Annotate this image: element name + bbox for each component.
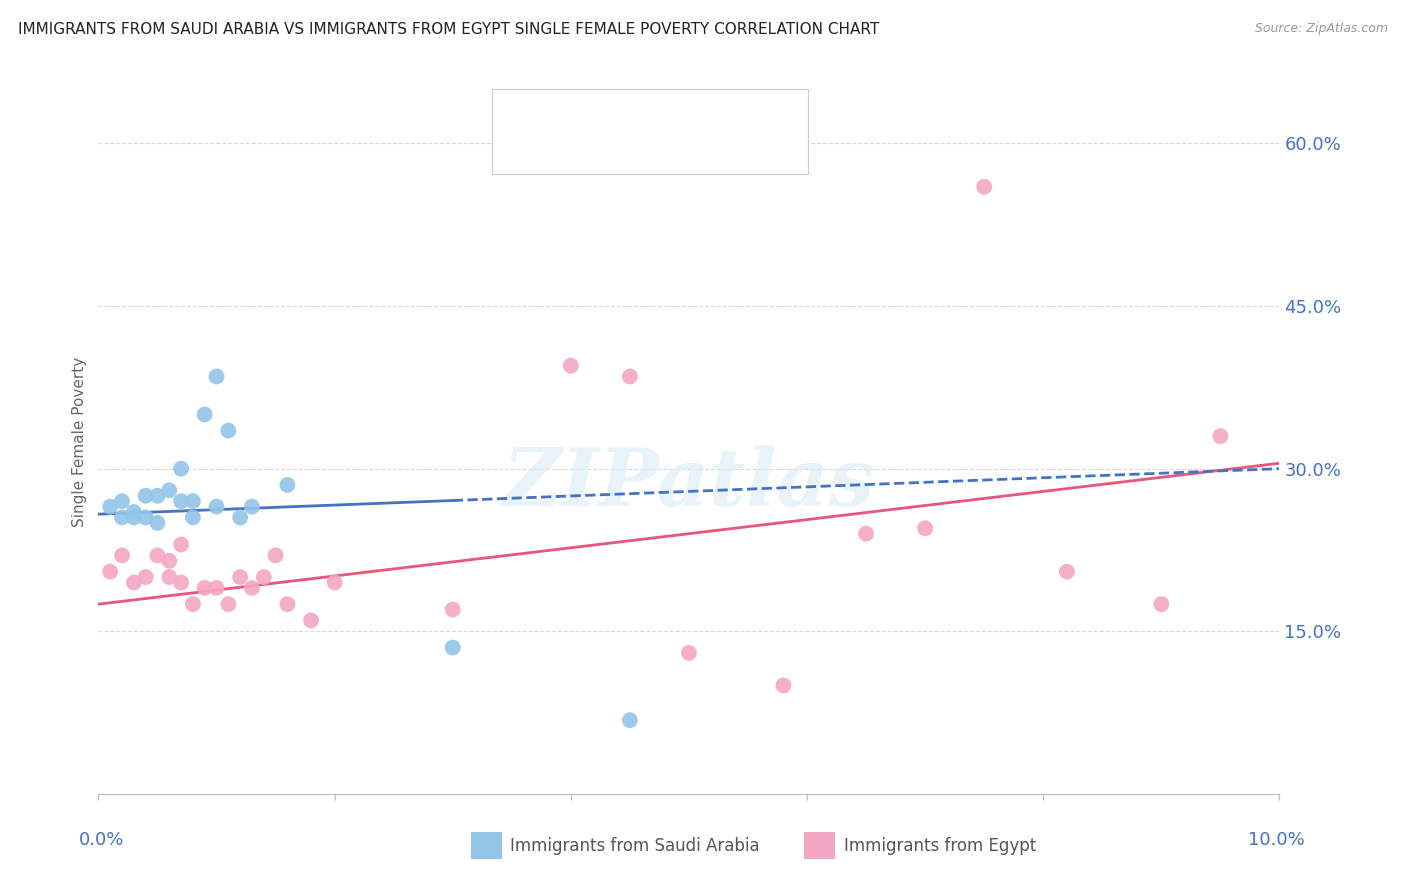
Bar — [513, 134, 544, 161]
Point — [276, 597, 298, 611]
Text: 31: 31 — [706, 138, 731, 156]
Y-axis label: Single Female Poverty: Single Female Poverty — [72, 357, 87, 526]
Point — [619, 713, 641, 727]
Point — [441, 640, 464, 655]
Point — [299, 614, 322, 628]
Point — [619, 369, 641, 384]
Bar — [471, 832, 502, 859]
Point — [122, 575, 145, 590]
Text: N =: N = — [651, 138, 703, 156]
Point — [194, 581, 217, 595]
Point — [170, 537, 193, 551]
Point — [122, 510, 145, 524]
Point — [122, 505, 145, 519]
Point — [229, 510, 252, 524]
Point — [146, 549, 169, 563]
Point — [323, 575, 346, 590]
Point — [135, 510, 157, 524]
Point — [157, 554, 180, 568]
Text: 23: 23 — [706, 104, 731, 122]
Point — [170, 575, 193, 590]
Point — [1056, 565, 1078, 579]
Point — [276, 478, 298, 492]
Point — [217, 424, 239, 438]
Point — [146, 489, 169, 503]
Text: R =: R = — [555, 138, 595, 156]
Point — [181, 597, 204, 611]
Point — [253, 570, 276, 584]
Point — [229, 570, 252, 584]
Point — [678, 646, 700, 660]
Text: R =: R = — [555, 104, 595, 122]
Text: ZIPatlas: ZIPatlas — [503, 445, 875, 523]
Text: Immigrants from Saudi Arabia: Immigrants from Saudi Arabia — [510, 837, 761, 855]
Point — [157, 570, 180, 584]
Point — [205, 369, 228, 384]
Point — [157, 483, 180, 498]
Point — [170, 494, 193, 508]
Point — [217, 597, 239, 611]
Text: 0.0%: 0.0% — [79, 831, 124, 849]
Text: N =: N = — [651, 104, 703, 122]
Text: 0.074: 0.074 — [595, 104, 651, 122]
Point — [170, 461, 193, 475]
Point — [1209, 429, 1232, 443]
Point — [240, 581, 263, 595]
Point — [111, 549, 134, 563]
Bar — [804, 832, 835, 859]
Point — [111, 510, 134, 524]
Point — [98, 500, 121, 514]
Point — [135, 570, 157, 584]
Bar — [513, 100, 544, 127]
Point — [98, 565, 121, 579]
Point — [560, 359, 582, 373]
Text: 10.0%: 10.0% — [1249, 831, 1305, 849]
Point — [264, 549, 287, 563]
Point — [181, 510, 204, 524]
Point — [146, 516, 169, 530]
Point — [181, 494, 204, 508]
Point — [772, 678, 794, 692]
Point — [135, 489, 157, 503]
Point — [855, 526, 877, 541]
Point — [111, 494, 134, 508]
Point — [194, 408, 217, 422]
Text: IMMIGRANTS FROM SAUDI ARABIA VS IMMIGRANTS FROM EGYPT SINGLE FEMALE POVERTY CORR: IMMIGRANTS FROM SAUDI ARABIA VS IMMIGRAN… — [18, 22, 880, 37]
Point — [914, 521, 936, 535]
Point — [205, 581, 228, 595]
Point — [1150, 597, 1173, 611]
Point — [240, 500, 263, 514]
Point — [205, 500, 228, 514]
Point — [973, 179, 995, 194]
Text: 0.338: 0.338 — [595, 138, 652, 156]
Text: Source: ZipAtlas.com: Source: ZipAtlas.com — [1254, 22, 1388, 36]
Text: Immigrants from Egypt: Immigrants from Egypt — [844, 837, 1036, 855]
Point — [441, 602, 464, 616]
